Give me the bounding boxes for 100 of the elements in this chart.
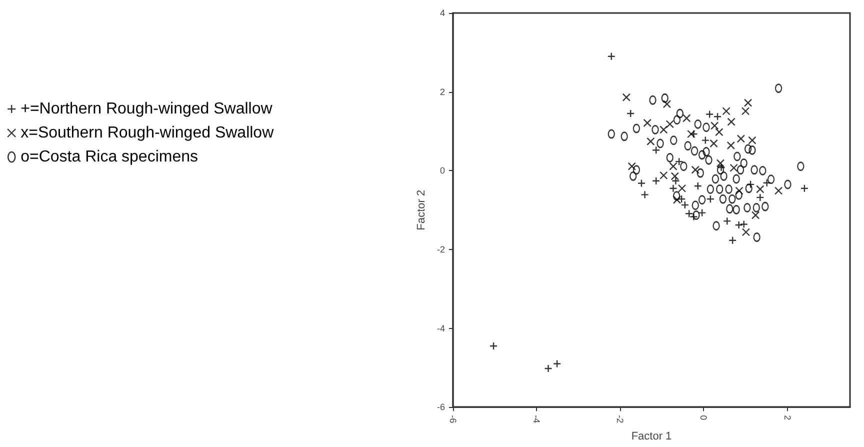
point	[632, 165, 640, 174]
point	[734, 220, 743, 230]
point	[740, 220, 748, 228]
point	[745, 184, 752, 193]
point	[698, 208, 706, 217]
y-tick-label: 2	[440, 86, 445, 97]
point	[680, 162, 688, 171]
point	[800, 184, 809, 192]
point	[670, 136, 678, 145]
point	[725, 184, 732, 194]
point	[694, 120, 702, 129]
point	[748, 146, 756, 155]
point	[687, 130, 696, 138]
point	[702, 147, 710, 156]
point	[702, 122, 710, 132]
point	[797, 162, 804, 171]
point	[740, 158, 748, 168]
point	[690, 130, 698, 138]
point	[774, 84, 782, 93]
point	[706, 194, 715, 204]
point	[736, 165, 744, 174]
point	[652, 125, 659, 134]
point	[717, 163, 726, 172]
point	[744, 144, 752, 154]
point	[742, 228, 750, 236]
point	[710, 122, 719, 130]
point	[715, 128, 724, 136]
legend-label: x=Southern Rough-winged Swallow	[20, 124, 274, 142]
point	[732, 205, 740, 214]
point	[669, 162, 678, 170]
point	[607, 52, 616, 60]
x-tick-label: -6	[448, 415, 458, 424]
point	[696, 168, 704, 178]
point	[666, 153, 674, 162]
point	[732, 174, 740, 184]
point	[682, 114, 691, 122]
point	[716, 165, 724, 174]
point	[723, 216, 732, 226]
point	[720, 172, 728, 181]
point	[544, 364, 552, 373]
point	[608, 129, 615, 139]
point	[622, 93, 631, 102]
x-tick-label: 0	[698, 415, 709, 420]
point	[759, 166, 766, 176]
point	[784, 180, 792, 190]
y-tick-label: 0	[440, 166, 445, 176]
y-tick-label: 4	[440, 8, 445, 18]
point	[692, 210, 700, 220]
y-tick-label: -2	[436, 244, 445, 254]
point	[630, 172, 637, 181]
point	[735, 186, 744, 195]
point	[762, 202, 769, 212]
point	[649, 95, 656, 105]
point	[728, 236, 737, 244]
point	[705, 110, 714, 118]
point	[660, 126, 668, 134]
point	[676, 108, 684, 118]
point	[744, 203, 751, 212]
point	[712, 174, 720, 184]
x-tick-label: 2	[782, 415, 792, 420]
point	[672, 196, 682, 204]
point	[661, 94, 668, 103]
point	[691, 166, 700, 174]
point	[666, 120, 674, 128]
point	[716, 159, 725, 168]
point	[662, 100, 672, 108]
point	[767, 174, 775, 184]
point	[719, 194, 727, 204]
y-tick-label: -4	[436, 323, 445, 334]
point	[672, 191, 680, 200]
point	[728, 194, 736, 204]
point	[698, 150, 706, 160]
point	[626, 109, 635, 118]
point	[672, 176, 680, 185]
point	[652, 146, 660, 154]
point	[637, 179, 646, 188]
point	[716, 184, 724, 194]
point	[628, 162, 636, 170]
point	[726, 141, 735, 150]
point	[712, 221, 720, 230]
point	[698, 195, 706, 204]
point	[752, 203, 760, 212]
point	[684, 141, 692, 150]
point	[726, 204, 734, 214]
point	[730, 164, 738, 172]
legend-label: o=Costa Rica specimens	[20, 148, 198, 166]
point	[620, 132, 628, 141]
point	[656, 138, 664, 148]
point	[705, 155, 712, 165]
point	[774, 186, 783, 195]
point	[692, 200, 699, 210]
point	[489, 342, 498, 350]
y-tick-label: -6	[436, 402, 445, 412]
point	[690, 146, 698, 156]
point	[670, 172, 679, 180]
point	[753, 232, 760, 242]
legend-label: +=Northern Rough-winged Swallow	[20, 100, 273, 118]
point	[734, 152, 741, 162]
point	[706, 184, 714, 194]
point	[646, 137, 655, 146]
